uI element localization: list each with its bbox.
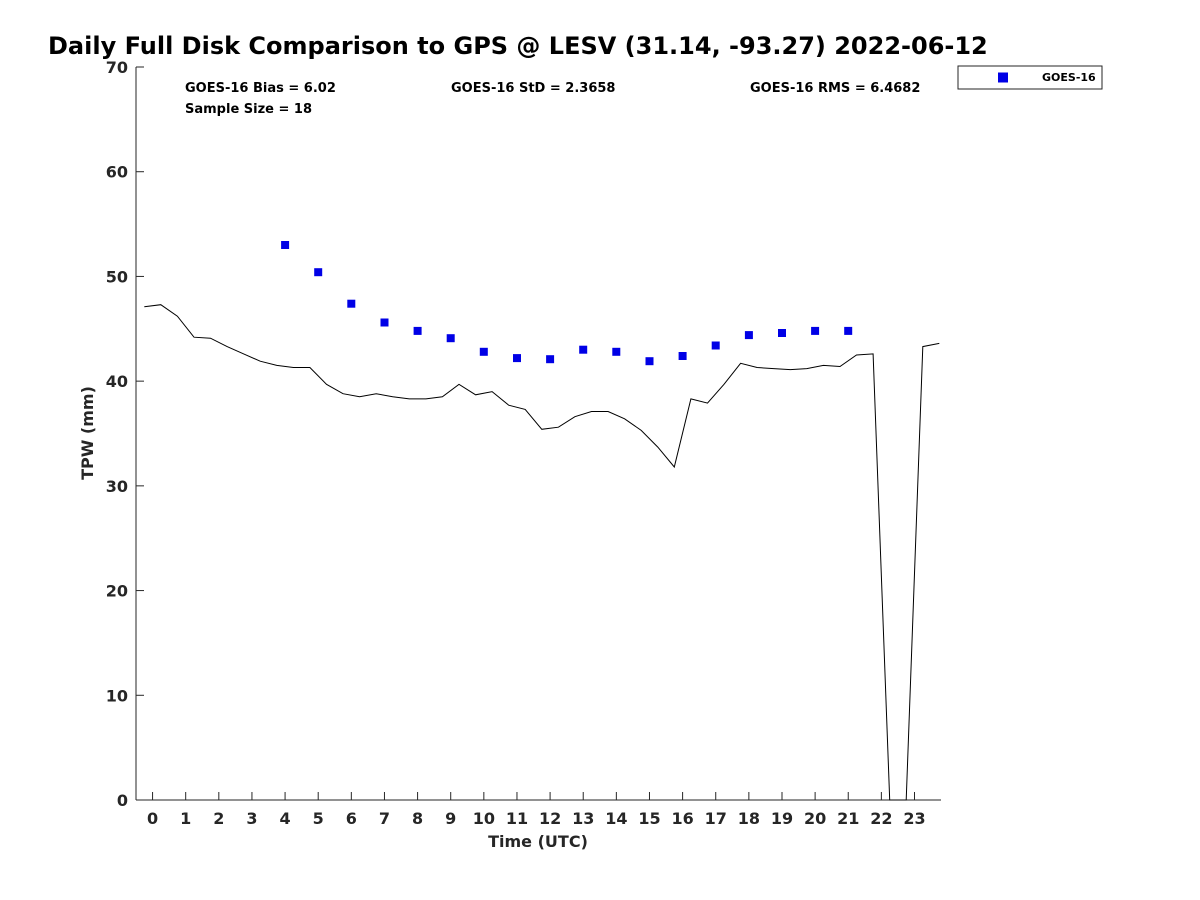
goes16-point <box>347 299 356 308</box>
x-tick-label: 7 <box>379 809 390 828</box>
y-tick-label: 30 <box>106 477 128 496</box>
goes16-point <box>844 326 853 335</box>
goes16-point <box>778 329 786 337</box>
x-tick-label: 17 <box>705 809 727 828</box>
goes16-point <box>811 326 820 335</box>
x-tick-label: 11 <box>506 809 528 828</box>
legend-box <box>957 65 1103 90</box>
legend-label-goes16: GOES-16 <box>1042 71 1096 84</box>
y-tick-label: 70 <box>106 58 128 77</box>
gps-tpw-line <box>144 304 940 801</box>
goes16-point <box>513 354 521 363</box>
goes16-point <box>678 352 687 360</box>
goes16-point <box>579 345 588 354</box>
x-tick-label: 4 <box>280 809 291 828</box>
goes16-point <box>446 334 455 343</box>
goes16-point <box>645 357 654 366</box>
x-tick-label: 14 <box>605 809 627 828</box>
x-tick-label: 2 <box>213 809 224 828</box>
legend: GOES-16 <box>957 65 1103 90</box>
stat-std: GOES-16 StD = 2.3658 <box>451 81 615 96</box>
x-tick-label: 0 <box>147 809 158 828</box>
goes16-point <box>380 318 389 327</box>
y-tick-label: 0 <box>117 791 128 810</box>
x-tick-label: 3 <box>246 809 257 828</box>
x-tick-label: 23 <box>903 809 925 828</box>
x-tick-label: 12 <box>539 809 561 828</box>
x-tick-label: 10 <box>473 809 495 828</box>
goes16-point <box>744 331 753 340</box>
x-tick-label: 5 <box>313 809 324 828</box>
y-tick-label: 10 <box>106 686 128 705</box>
legend-marker-square <box>998 72 1008 83</box>
x-tick-label: 21 <box>837 809 859 828</box>
x-tick-label: 13 <box>572 809 594 828</box>
x-tick-label: 9 <box>445 809 456 828</box>
goes16-point <box>281 241 290 249</box>
goes-points-layer <box>281 241 853 366</box>
stat-bias: GOES-16 Bias = 6.02 <box>185 81 336 96</box>
goes16-point <box>413 326 422 335</box>
goes16-point <box>612 347 621 356</box>
stat-rms: GOES-16 RMS = 6.4682 <box>750 81 920 96</box>
y-tick-label: 20 <box>106 582 128 601</box>
x-tick-label: 1 <box>180 809 191 828</box>
x-tick-label: 18 <box>738 809 760 828</box>
x-tick-label: 6 <box>346 809 357 828</box>
x-tick-label: 8 <box>412 809 423 828</box>
stat-sample-size: Sample Size = 18 <box>185 102 312 117</box>
goes16-point <box>546 355 555 364</box>
chart-title: Daily Full Disk Comparison to GPS @ LESV… <box>48 32 988 60</box>
goes16-point <box>314 268 323 277</box>
y-tick-label: 40 <box>106 372 128 391</box>
x-tick-label: 16 <box>671 809 693 828</box>
x-tick-label: 19 <box>771 809 793 828</box>
y-tick-label: 50 <box>106 267 128 286</box>
x-tick-label: 20 <box>804 809 826 828</box>
goes16-point <box>711 341 720 350</box>
x-tick-label: 15 <box>638 809 660 828</box>
gps-line-layer <box>144 304 940 801</box>
x-tick-label: 22 <box>870 809 892 828</box>
x-axis-label: Time (UTC) <box>488 832 588 851</box>
y-axis-label: TPW (mm) <box>78 386 97 480</box>
goes16-point <box>479 347 488 356</box>
y-tick-label: 60 <box>106 163 128 182</box>
